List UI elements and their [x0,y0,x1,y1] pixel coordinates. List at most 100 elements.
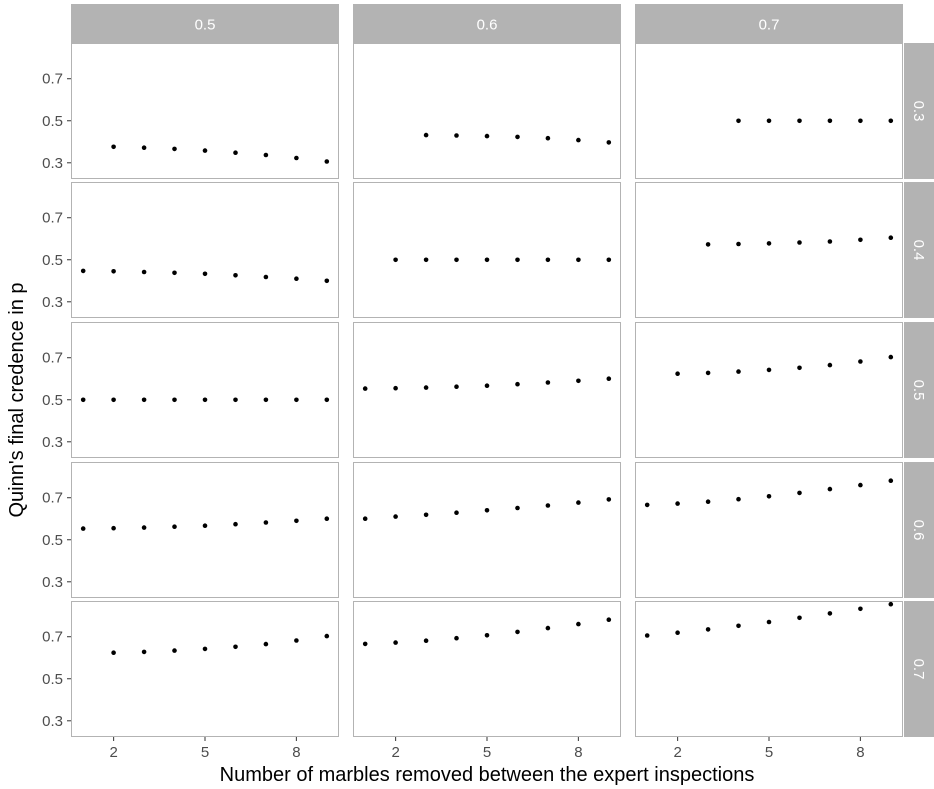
data-point [484,257,490,263]
data-point [423,512,429,518]
data-point [80,526,86,531]
panel-frame-0.6-0.6 [353,462,621,598]
data-point [606,376,612,382]
data-point [324,516,330,521]
data-point [172,270,177,276]
row-strip-0.4 [904,182,934,318]
data-point [111,650,116,655]
row-strip-0.7 [904,601,934,737]
y-tick-label: 0.7 [42,629,63,646]
panel-frame-0.4-0.7 [635,182,903,318]
data-point [263,152,269,158]
data-point [484,508,490,513]
data-point [515,629,520,635]
data-point [393,257,398,263]
data-point [172,146,177,152]
data-point [484,383,490,389]
panel-frame-0.3-0.7 [635,43,903,179]
data-point [324,397,330,403]
data-point [233,644,238,650]
data-point [454,257,459,263]
data-point [454,384,459,390]
data-point [454,510,459,515]
panel-frame-0.4-0.5 [71,182,339,318]
x-tick-label: 2 [391,744,399,761]
data-point [888,601,894,607]
data-point [675,371,680,377]
data-point [324,633,330,639]
data-point [797,240,802,245]
data-point [644,502,650,508]
x-tick-label: 5 [483,744,491,761]
data-point [797,490,802,496]
data-point [766,619,772,625]
data-point [423,638,429,643]
data-point [576,378,581,384]
data-point [484,633,490,638]
data-point [515,257,520,263]
x-tick-label: 8 [292,744,300,761]
panel-frame-0.7-0.6 [353,601,621,737]
row-strip-label-0.7: 0.7 [910,659,927,680]
data-point [736,241,741,247]
data-point [294,638,299,643]
data-point [294,397,299,403]
data-point [172,524,177,529]
y-tick-label: 0.5 [42,252,63,269]
data-point [233,397,238,403]
data-point [393,514,398,519]
row-strip-0.5 [904,322,934,458]
data-point [111,144,116,150]
y-tick-label: 0.3 [42,574,63,591]
data-point [545,503,551,508]
y-tick-label: 0.3 [42,713,63,730]
data-point [263,641,269,647]
data-point [80,397,86,403]
data-point [606,497,612,502]
data-point [827,486,833,492]
data-point [111,525,116,531]
data-point [644,633,650,638]
x-tick-label: 2 [673,744,681,761]
x-tick-label: 8 [856,744,864,761]
data-point [141,525,147,530]
data-point [736,623,741,629]
data-point [362,516,368,521]
data-point [233,273,238,278]
x-axis-title: Number of marbles removed between the ex… [220,764,755,786]
panel-frame-0.7-0.5 [71,601,339,737]
data-point [423,132,429,138]
data-point [393,640,398,645]
data-point [888,478,894,484]
data-point [766,367,772,373]
y-tick-label: 0.5 [42,532,63,549]
data-point [111,397,116,403]
data-point [766,118,772,124]
col-strip-0.6 [353,4,621,43]
data-point [202,271,208,277]
panel-frame-0.5-0.7 [635,322,903,458]
data-point [888,235,894,240]
col-strip-label-0.7: 0.7 [759,17,780,34]
data-point [294,518,299,524]
panel-frame-0.6-0.5 [71,462,339,598]
data-point [736,118,741,124]
col-strip-0.5 [71,4,339,43]
row-strip-label-0.3: 0.3 [910,101,927,122]
data-point [545,380,551,385]
data-point [675,501,680,506]
y-tick-label: 0.7 [42,350,63,367]
data-point [858,359,863,364]
data-point [576,500,581,505]
col-strip-0.7 [635,4,903,43]
data-point [233,150,238,155]
x-tick-label: 2 [109,744,117,761]
data-point [233,521,238,527]
data-point [515,134,520,140]
data-point [705,370,711,376]
data-point [294,155,299,161]
data-point [141,649,147,655]
y-tick-label: 0.7 [42,490,63,507]
row-strip-0.3 [904,43,934,179]
